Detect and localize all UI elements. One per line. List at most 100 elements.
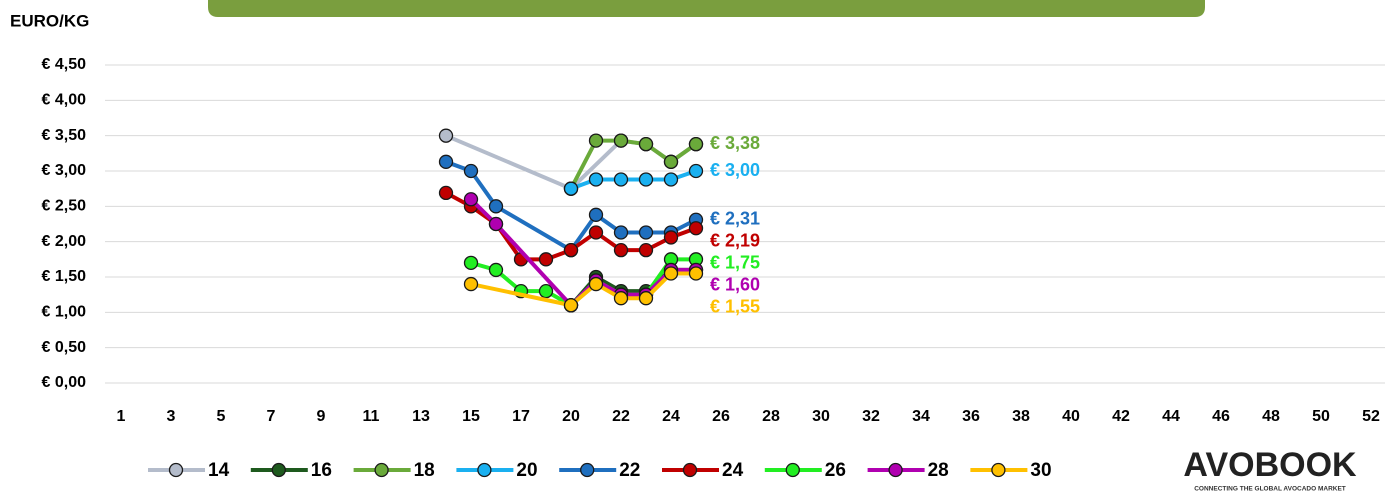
logo: AVOBOOK [1183,446,1357,484]
y-tick-label: € 1,50 [42,268,87,285]
value-label: € 3,38 [710,133,760,153]
y-tick-label: € 3,00 [42,162,87,179]
data-point [488,216,504,232]
data-point [638,291,654,306]
data-point [588,225,604,240]
value-label: € 3,00 [710,160,760,180]
data-point [638,136,654,152]
value-label: € 1,75 [710,253,760,273]
data-point [538,252,554,267]
data-point [663,172,679,187]
x-tick-label: 20 [562,408,580,425]
x-tick-label: 15 [462,408,480,425]
x-tick-label: 46 [1212,408,1230,425]
x-tick-label: 48 [1262,408,1280,425]
y-tick-label: € 0,00 [42,374,87,391]
x-tick-label: 3 [167,408,176,425]
legend-marker [991,462,1006,478]
value-label: € 1,55 [710,297,760,317]
legend-label: 16 [311,460,332,481]
y-tick-label: € 0,50 [42,339,87,356]
x-tick-label: 38 [1012,408,1030,425]
data-point [463,276,479,292]
data-point [563,181,579,196]
legend-label: 30 [1030,460,1051,481]
x-tick-label: 13 [412,408,430,425]
data-point [613,225,629,240]
x-tick-label: 11 [363,408,380,425]
x-tick-label: 1 [117,408,126,425]
y-tick-label: € 1,00 [42,304,87,321]
data-point [638,172,654,187]
data-point [613,133,629,148]
data-point [438,185,454,201]
data-point [613,172,629,187]
x-tick-label: 9 [317,408,326,425]
y-tick-label: € 2,00 [42,233,87,250]
data-point [588,133,604,148]
x-tick-label: 32 [862,408,880,425]
x-tick-label: 36 [962,408,980,425]
x-tick-label: 34 [912,408,930,425]
data-point [663,230,679,245]
data-point [488,262,504,278]
legend-label: 24 [722,460,744,481]
x-tick-label: 5 [217,408,226,425]
x-tick-label: 28 [762,408,780,425]
x-tick-label: 52 [1362,408,1380,425]
data-point [463,192,479,207]
x-tick-label: 22 [612,408,630,425]
x-tick-label: 42 [1112,408,1130,425]
data-point [688,266,704,281]
x-tick-label: 24 [662,408,680,425]
data-point [438,154,454,169]
data-point [663,266,679,281]
data-point [463,163,479,179]
data-point [613,242,629,258]
logo-tagline: CONNECTING THE GLOBAL AVOCADO MARKET [1194,486,1346,493]
data-point [463,255,479,271]
x-tick-label: 17 [512,408,530,425]
legend-label: 22 [619,460,640,481]
data-point [588,276,604,292]
header-bar [208,0,1205,17]
value-label: € 1,60 [710,275,760,295]
data-point [488,199,504,214]
data-point [588,172,604,187]
data-point [438,128,454,143]
legend-label: 18 [414,460,435,481]
data-point [688,221,704,236]
data-point [688,163,704,179]
data-point [563,298,579,313]
data-point [638,242,654,258]
y-tick-label: € 4,50 [42,56,87,73]
y-axis-label: EURO/KG [10,11,89,30]
x-tick-label: 26 [712,408,730,425]
x-tick-label: 50 [1312,408,1330,425]
x-tick-label: 40 [1062,408,1080,425]
y-tick-label: € 3,50 [42,127,87,144]
data-point [663,154,679,169]
legend-marker [477,462,492,478]
legend-marker [580,462,595,478]
data-point [538,283,554,299]
x-tick-label: 7 [267,408,276,425]
legend-label: 14 [208,460,230,481]
x-tick-label: 44 [1162,408,1180,425]
legend-label: 26 [825,460,846,481]
y-tick-label: € 2,50 [42,198,87,215]
x-tick-label: 30 [812,408,830,425]
value-label: € 2,31 [710,209,760,229]
legend-label: 20 [516,460,537,481]
legend-marker [785,462,800,478]
data-point [588,207,604,222]
data-point [688,136,704,152]
data-point [563,242,579,258]
legend-marker [888,462,903,478]
legend-marker [271,462,286,478]
legend-label: 28 [928,460,949,481]
legend-marker [168,462,184,478]
y-tick-label: € 4,00 [42,92,87,109]
data-point [638,225,654,240]
